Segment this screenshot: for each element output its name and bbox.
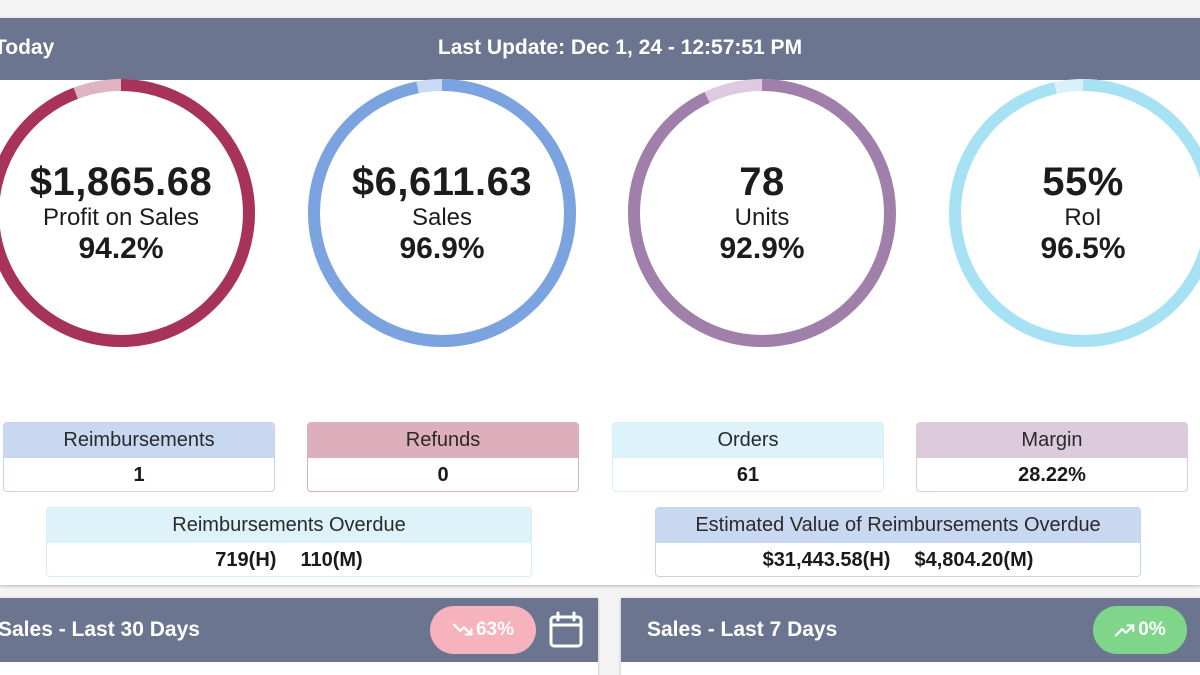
roi-ring-gauge [949, 79, 1200, 347]
sales-30-panel: Sales - Last 30 Days 63% [0, 598, 598, 675]
estimated-value-values: $31,443.58(H) $4,804.20(M) [656, 543, 1140, 576]
sales-value: $6,611.63 [351, 160, 533, 204]
sales-ring: $6,611.63 Sales 96.9% [307, 78, 577, 348]
trending-up-icon [1114, 624, 1135, 637]
trending-down-icon [452, 623, 473, 636]
profit-value: $1,865.68 [29, 160, 213, 204]
estimated-value-label: Estimated Value of Reimbursements Overdu… [656, 508, 1140, 543]
orders-card[interactable]: Orders 61 [612, 422, 884, 492]
ring-progress-arc [308, 79, 576, 347]
roi-ring: 55% RoI 96.5% [948, 78, 1200, 348]
margin-value: 28.22% [1018, 463, 1086, 486]
roi-label: RoI [1064, 204, 1102, 231]
margin-label: Margin [917, 423, 1187, 458]
units-value: 78 [739, 160, 785, 204]
orders-label: Orders [613, 423, 883, 458]
reimbursements-value: 1 [133, 463, 145, 486]
sales-percent: 96.9% [399, 232, 485, 265]
roi-value: 55% [1042, 160, 1124, 204]
units-ring: 78 Units 92.9% [627, 78, 897, 348]
ring-progress-arc [949, 79, 1200, 347]
last-update-text: Last Update: Dec 1, 24 - 12:57:51 PM [437, 36, 803, 59]
reimbursements-label: Reimbursements [4, 423, 274, 458]
sales-7-panel: Sales - Last 7 Days 0% [621, 598, 1200, 675]
profit-ring: $1,865.68 Profit on Sales 94.2% [0, 78, 256, 348]
sales-7-title: Sales - Last 7 Days [647, 618, 838, 641]
profit-label: Profit on Sales [42, 204, 200, 231]
units-ring-gauge [628, 79, 896, 347]
profit-percent: 94.2% [78, 232, 164, 265]
today-header: Today Last Update: Dec 1, 24 - 12:57:51 … [0, 18, 1200, 80]
ring-progress-arc [0, 79, 255, 347]
refunds-label: Refunds [308, 423, 578, 458]
estimated-high: $31,443.58(H) [762, 548, 891, 571]
refunds-value: 0 [437, 463, 449, 486]
estimated-value-card[interactable]: Estimated Value of Reimbursements Overdu… [655, 507, 1141, 577]
sales-label: Sales [411, 204, 473, 231]
sales-30-header: Sales - Last 30 Days 63% [0, 598, 598, 662]
sales-30-title: Sales - Last 30 Days [0, 618, 200, 641]
sales-30-trend-badge[interactable]: 63% [430, 606, 536, 654]
margin-card[interactable]: Margin 28.22% [916, 422, 1188, 492]
ring-progress-arc [628, 79, 896, 347]
roi-percent: 96.5% [1040, 232, 1126, 265]
overdue-medium: 110(M) [300, 548, 363, 571]
reimbursements-overdue-card[interactable]: Reimbursements Overdue 719(H) 110(M) [46, 507, 532, 577]
estimated-medium: $4,804.20(M) [914, 548, 1034, 571]
sales-7-trend-badge[interactable]: 0% [1093, 606, 1187, 654]
profit-ring-gauge [0, 79, 255, 347]
sales-30-trend-value: 63% [475, 619, 515, 640]
sales-7-header: Sales - Last 7 Days 0% [621, 598, 1200, 662]
reimbursements-card[interactable]: Reimbursements 1 [3, 422, 275, 492]
today-label: Today [0, 36, 55, 59]
overdue-high: 719(H) [215, 548, 277, 571]
sales-7-trend-value: 0% [1138, 619, 1166, 640]
orders-value: 61 [736, 463, 760, 486]
sales-ring-gauge [308, 79, 576, 347]
refunds-card[interactable]: Refunds 0 [307, 422, 579, 492]
units-percent: 92.9% [719, 232, 805, 265]
calendar-icon[interactable] [548, 611, 584, 649]
reimbursements-overdue-label: Reimbursements Overdue [47, 508, 531, 543]
units-label: Units [734, 204, 790, 231]
reimbursements-overdue-values: 719(H) 110(M) [47, 543, 531, 576]
